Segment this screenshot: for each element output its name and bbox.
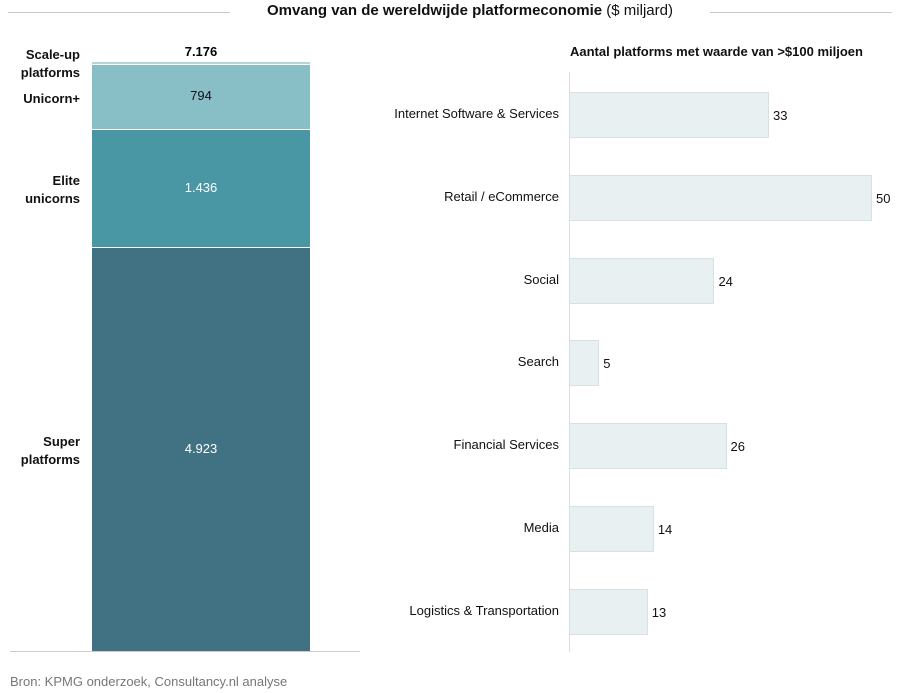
title-rule-left — [8, 12, 230, 13]
value-label: 26 — [730, 439, 746, 455]
bar — [569, 588, 648, 635]
title-unit: ($ miljard) — [606, 2, 673, 19]
segment-scale-up-platforms — [92, 62, 310, 64]
value-label: 33 — [772, 108, 788, 123]
category-label: Search — [517, 354, 559, 370]
category-label: Financial Services — [453, 437, 560, 453]
bar — [569, 174, 872, 221]
segment-label: Elite unicorns — [25, 173, 80, 206]
segment-value: 1.436 — [184, 179, 218, 195]
value-label: 24 — [718, 273, 733, 289]
segment-unicorn- — [92, 63, 310, 130]
bar — [569, 257, 715, 304]
bar — [569, 506, 654, 552]
value-label: 5 — [603, 356, 611, 372]
segment-label: Unicorn+ — [23, 91, 80, 106]
category-label: Retail / eCommerce — [444, 188, 559, 204]
value-label: 50 — [876, 190, 891, 206]
total-label: 7.176 — [184, 44, 218, 59]
right-chart-title: Aantal platforms met waarde van >$100 mi… — [570, 44, 863, 59]
value-label: 13 — [651, 604, 667, 620]
bar — [569, 340, 600, 387]
title-rule-right — [710, 12, 892, 13]
bar — [569, 92, 769, 138]
source-note: Bron: KPMG onderzoek, Consultancy.nl ana… — [10, 674, 288, 689]
category-label: Social — [523, 271, 559, 287]
segment-super-platforms — [92, 246, 310, 651]
title-main: Omvang van de wereldwijde platformeconom… — [267, 2, 603, 19]
segment-label: Scale-up platforms — [20, 47, 80, 80]
baseline — [10, 651, 360, 652]
category-label: Internet Software & Services — [394, 106, 559, 121]
category-label: Logistics & Transportation — [409, 602, 559, 618]
bar — [569, 423, 727, 470]
segment-label: Super platforms — [20, 434, 80, 467]
category-label: Media — [523, 520, 559, 535]
segment-elite-unicorns — [92, 129, 310, 247]
segment-value: 4.923 — [184, 440, 218, 456]
chart-title: Omvang van de wereldwijde platformeconom… — [0, 2, 900, 19]
value-label: 14 — [657, 522, 673, 537]
segment-value: 794 — [190, 88, 212, 104]
